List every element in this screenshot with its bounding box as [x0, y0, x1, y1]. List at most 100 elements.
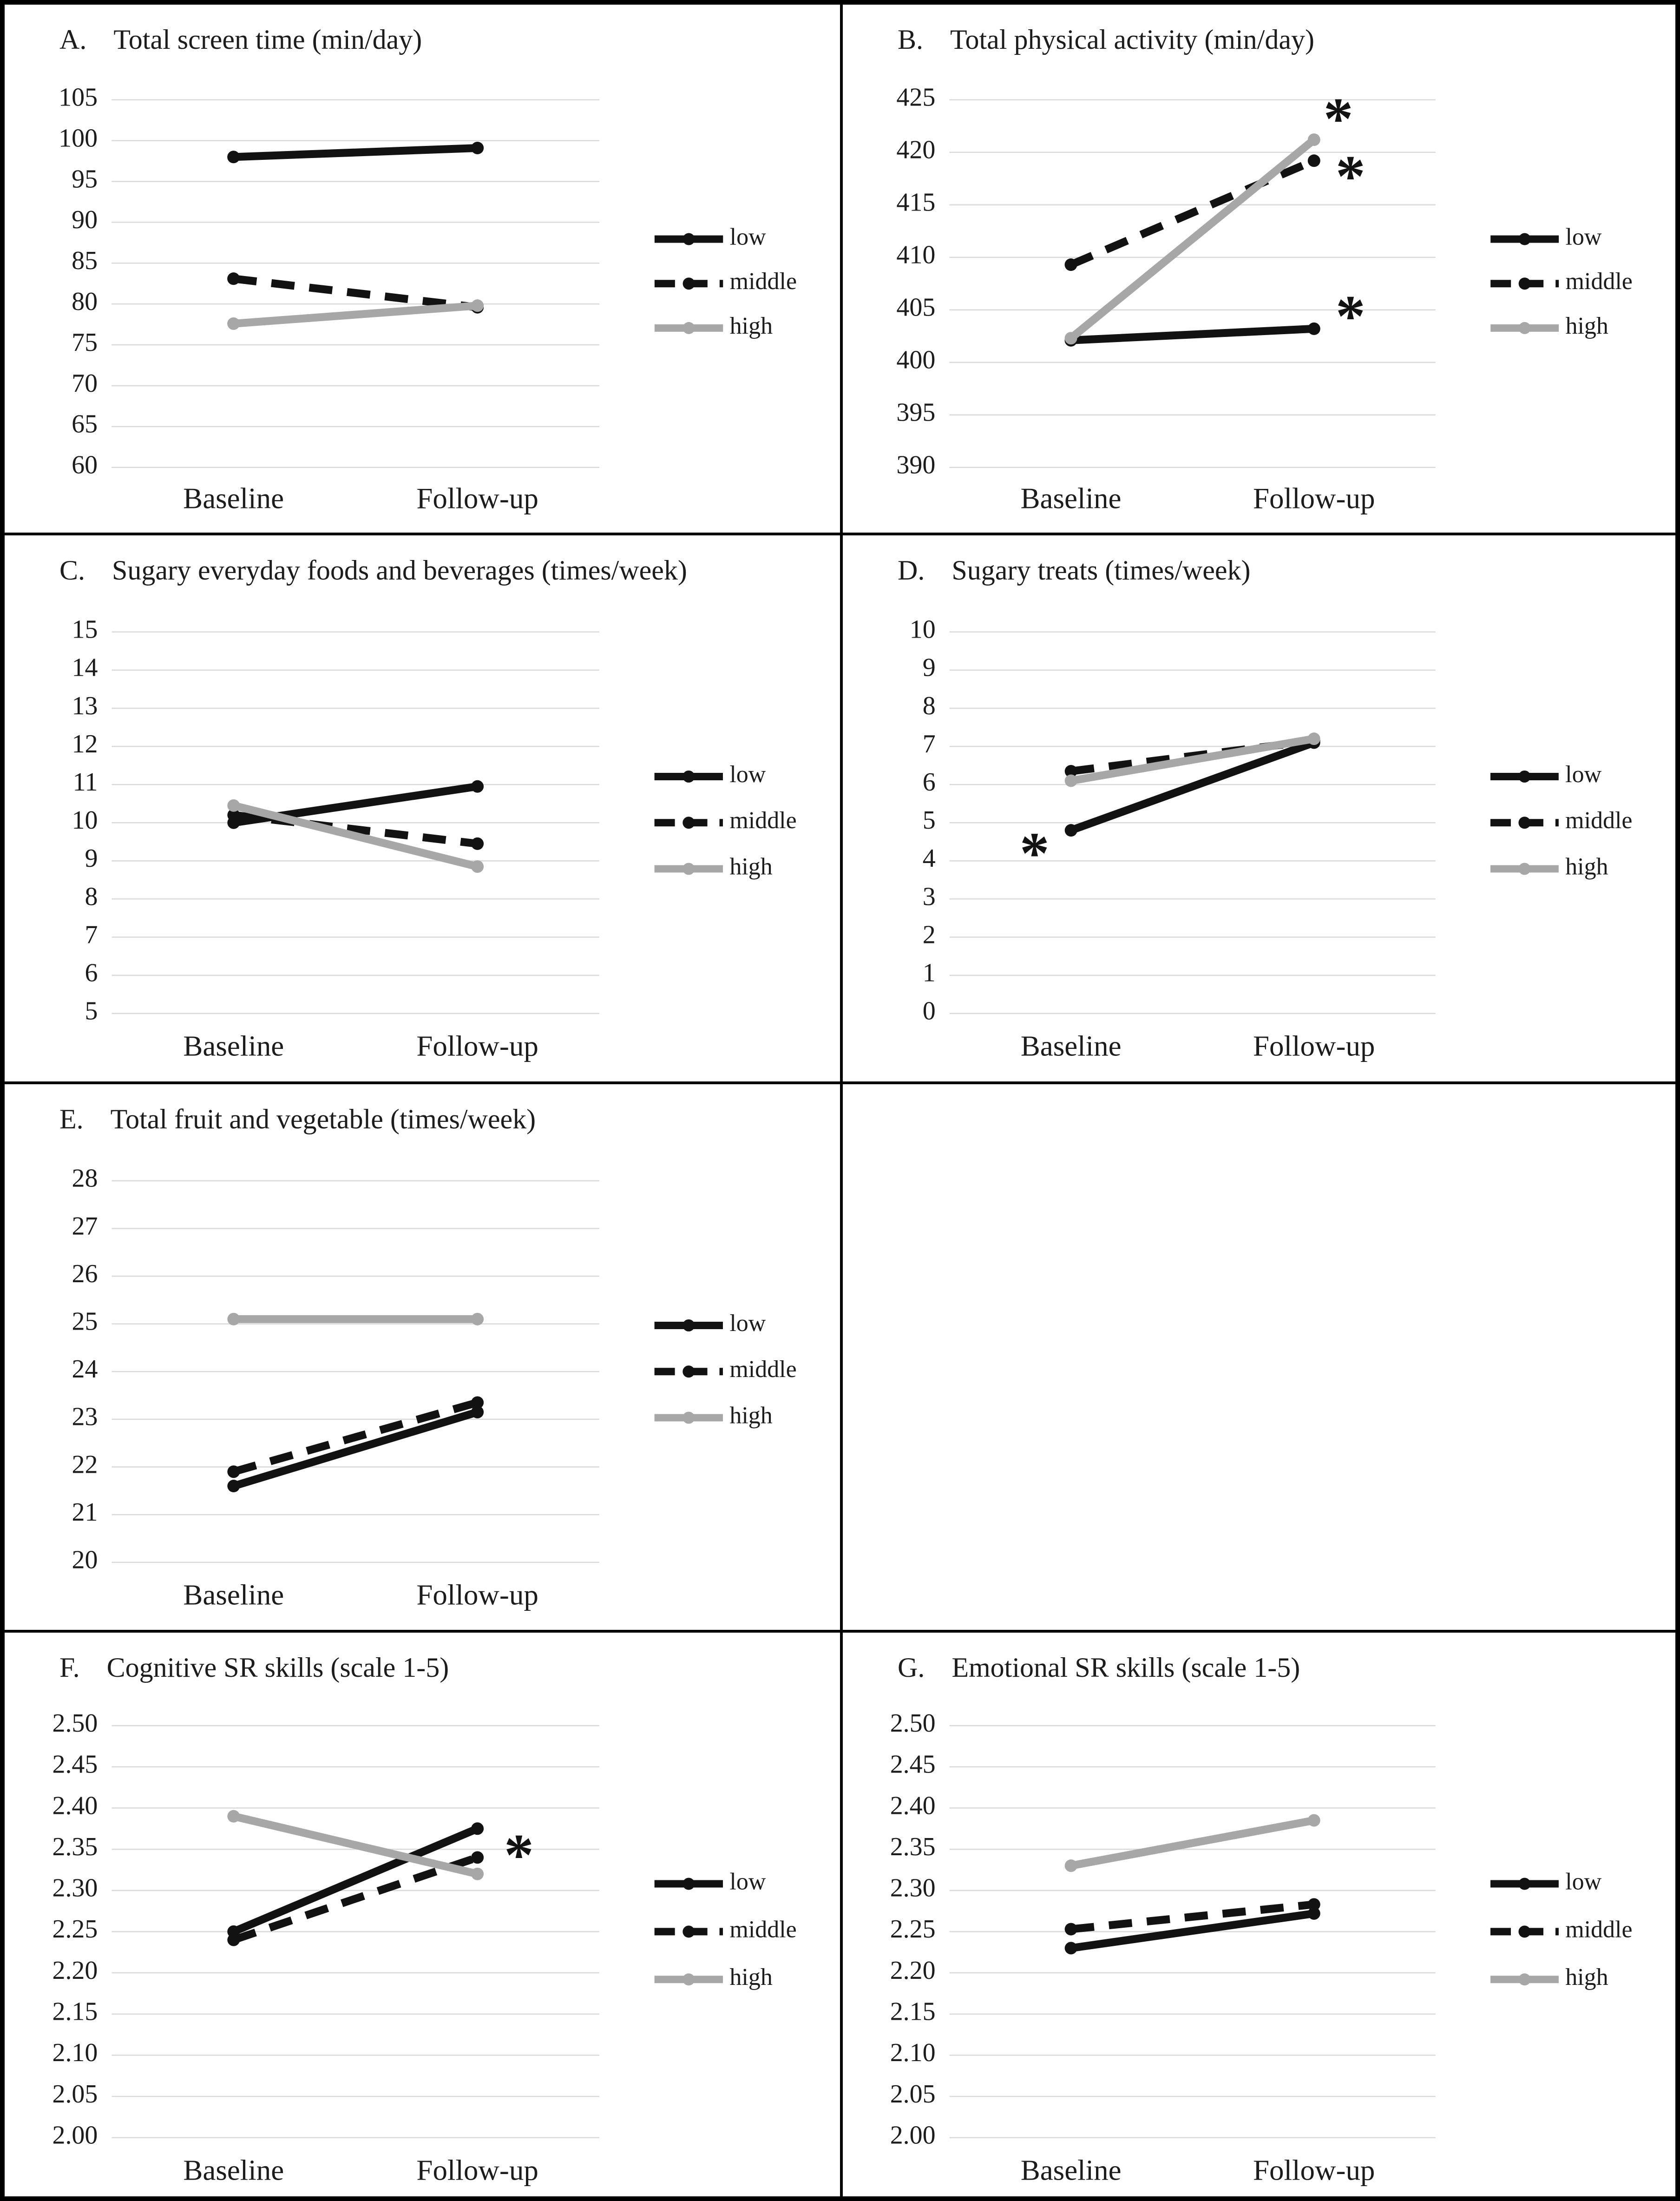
significance-asterisk: * [1336, 283, 1365, 349]
svg-text:12: 12 [72, 730, 98, 758]
svg-text:Baseline: Baseline [183, 1030, 284, 1062]
svg-text:Follow-up: Follow-up [1253, 2154, 1375, 2187]
svg-text:0: 0 [923, 997, 936, 1026]
svg-text:395: 395 [896, 398, 935, 427]
panel-C: C. Sugary everyday foods and beverages (… [5, 533, 840, 1081]
panel-C-letter: C. [59, 555, 85, 586]
significance-asterisk: * [1324, 86, 1353, 152]
svg-text:425: 425 [896, 83, 935, 112]
svg-text:22: 22 [72, 1450, 98, 1479]
svg-text:85: 85 [72, 246, 98, 275]
legend-label-middle: middle [729, 1917, 796, 1943]
panel-G: G. Emotional SR skills (scale 1-5) 2.50 2… [840, 1630, 1675, 2196]
legend-label-high: high [729, 1402, 772, 1429]
svg-text:2.35: 2.35 [890, 1832, 936, 1861]
svg-text:13: 13 [72, 692, 98, 720]
legend-label-high: high [1565, 854, 1608, 880]
legend-label-high: high [1565, 313, 1608, 339]
svg-text:2.05: 2.05 [890, 2080, 936, 2109]
svg-text:23: 23 [72, 1403, 98, 1431]
svg-text:2.30: 2.30 [52, 1874, 98, 1903]
panel-C-title: C. Sugary everyday foods and beverages (… [5, 535, 840, 590]
svg-text:5: 5 [923, 806, 936, 835]
panel-E: E. Total fruit and vegetable (times/week… [5, 1081, 840, 1630]
svg-text:Follow-up: Follow-up [1253, 1030, 1375, 1062]
panel-B-title: B. Total physical activity (min/day) [843, 5, 1675, 59]
panel-D: D. Sugary treats (times/week) 10 9 8 7 6 5 4 3 2… [840, 533, 1675, 1081]
svg-text:Baseline: Baseline [183, 1578, 284, 1611]
panel-B-letter: B. [898, 24, 924, 55]
svg-text:25: 25 [72, 1307, 98, 1336]
svg-text:1: 1 [923, 959, 936, 988]
svg-text:10: 10 [72, 806, 98, 835]
panel-C-heading: Sugary everyday foods and beverages (tim… [112, 555, 687, 586]
svg-text:20: 20 [72, 1545, 98, 1574]
svg-text:Follow-up: Follow-up [1253, 482, 1375, 514]
svg-text:11: 11 [73, 768, 98, 797]
svg-text:9: 9 [85, 844, 98, 873]
chart-canvas-A: 105 100 95 90 85 80 75 70 65 60 Baseline Follow-up l… [59, 83, 797, 515]
panel-E-heading: Total fruit and vegetable (times/week) [110, 1103, 536, 1134]
significance-asterisk: * [1020, 820, 1050, 886]
legend-label-high: high [730, 313, 773, 339]
svg-text:90: 90 [72, 205, 98, 234]
svg-text:2: 2 [923, 921, 936, 949]
chart-canvas-B: 425 420 415 410 405 400 395 390 Baseline Follow-u… [896, 83, 1633, 515]
legend-label-high: high [729, 854, 772, 880]
svg-text:Baseline: Baseline [1021, 2154, 1122, 2187]
svg-text:8: 8 [85, 883, 98, 911]
legend-label-low: low [1565, 761, 1601, 788]
svg-text:27: 27 [72, 1212, 98, 1240]
svg-text:70: 70 [72, 369, 98, 398]
svg-text:2.10: 2.10 [52, 2039, 98, 2068]
legend-label-high: high [729, 1964, 772, 1991]
svg-text:390: 390 [896, 451, 935, 480]
chart-canvas-G: 2.50 2.45 2.40 2.35 2.30 2.25 2.20 2.15 2.10 2.05… [890, 1709, 1633, 2187]
svg-text:6: 6 [85, 959, 98, 988]
legend-label-low: low [729, 1869, 766, 1895]
chart-canvas-E: 28 27 26 25 24 23 22 21 20 Baseline Follow-up low mi… [72, 1164, 797, 1611]
svg-text:5: 5 [85, 997, 98, 1026]
svg-text:15: 15 [72, 615, 98, 644]
svg-text:10: 10 [910, 615, 936, 644]
svg-text:2.50: 2.50 [890, 1709, 936, 1738]
svg-text:2.20: 2.20 [890, 1956, 936, 1985]
svg-text:2.45: 2.45 [890, 1750, 936, 1779]
svg-text:Follow-up: Follow-up [416, 2154, 538, 2187]
legend-label-middle: middle [1565, 268, 1632, 295]
svg-text:2.25: 2.25 [52, 1915, 98, 1944]
legend-label-low: low [1565, 1869, 1601, 1895]
svg-text:2.00: 2.00 [52, 2121, 98, 2150]
svg-text:2.10: 2.10 [890, 2039, 936, 2068]
svg-text:2.40: 2.40 [52, 1792, 98, 1820]
svg-text:2.25: 2.25 [890, 1915, 936, 1944]
svg-text:2.00: 2.00 [890, 2121, 936, 2150]
panel-A: A. Total screen time (min/day) 105 100 95 9… [5, 5, 840, 533]
svg-text:26: 26 [72, 1259, 98, 1288]
panel-A-letter: A. [59, 24, 87, 55]
svg-text:105: 105 [59, 83, 98, 112]
svg-text:Baseline: Baseline [1021, 482, 1122, 514]
chart-canvas-C: 15 14 13 12 11 10 9 8 7 6 5 Baseline Follow-up low mid… [72, 615, 797, 1062]
svg-text:410: 410 [896, 241, 935, 270]
panel-D-title: D. Sugary treats (times/week) [843, 535, 1675, 590]
legend-label-low: low [1565, 224, 1601, 250]
panel-D-letter: D. [898, 555, 925, 586]
svg-text:405: 405 [896, 293, 935, 322]
panel-G-title: G. Emotional SR skills (scale 1-5) [843, 1633, 1675, 1687]
svg-text:6: 6 [923, 768, 936, 797]
svg-text:Baseline: Baseline [183, 2154, 284, 2187]
panel-E-letter: E. [59, 1103, 84, 1134]
svg-text:Baseline: Baseline [183, 482, 284, 514]
panel-empty [840, 1081, 1675, 1630]
panel-F: F. Cognitive SR skills (scale 1-5) 2.50 2… [5, 1630, 840, 2196]
svg-text:24: 24 [72, 1355, 98, 1384]
legend-label-middle: middle [1565, 1917, 1632, 1943]
svg-text:100: 100 [59, 124, 98, 152]
svg-text:2.15: 2.15 [52, 1997, 98, 2026]
legend-label-middle: middle [730, 268, 797, 295]
svg-text:Follow-up: Follow-up [416, 1578, 538, 1611]
svg-text:9: 9 [923, 653, 936, 682]
legend-label-low: low [729, 761, 766, 788]
